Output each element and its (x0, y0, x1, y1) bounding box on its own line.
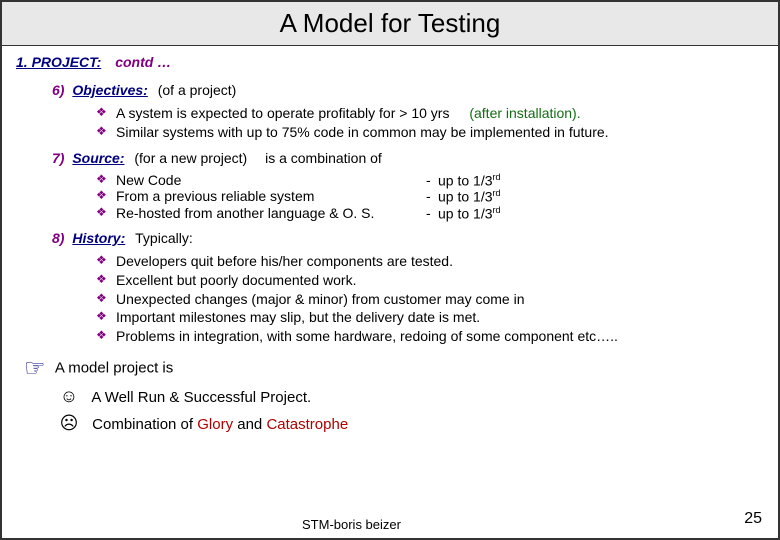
list-item: Developers quit before his/her component… (96, 252, 760, 271)
bullet-note: (after installation). (469, 105, 580, 121)
frac-val: up to 1/3 (438, 172, 493, 188)
section-8-bullets: Developers quit before his/her component… (96, 252, 760, 346)
bullet-text: Unexpected changes (major & minor) from … (116, 291, 524, 307)
slide: A Model for Testing 1. PROJECT: contd … … (0, 0, 780, 540)
section-8: 8) History: Typically: Developers quit b… (52, 230, 760, 346)
frac-sup: rd (493, 205, 501, 215)
frac-val: up to 1/3 (438, 206, 493, 222)
section-6: 6) Objectives: (of a project) A system i… (52, 82, 760, 142)
smile-icon: ☺ (58, 383, 80, 410)
section-7-head: 7) Source: (for a new project) is a comb… (52, 150, 760, 166)
section-7-list: New Code - up to 1/3rd From a previous r… (96, 172, 760, 222)
item-text: New Code (116, 172, 426, 189)
frac-sup: rd (493, 172, 501, 182)
content: 1. PROJECT: contd … 6) Objectives: (of a… (2, 46, 778, 437)
list-item: Re-hosted from another language & O. S. … (96, 205, 760, 222)
section-6-num: 6) (52, 82, 64, 98)
section-7-desc2: is a combination of (265, 150, 382, 166)
footer-lead-text: A model project is (55, 360, 173, 377)
footer-block: ☞ A model project is ☺ A Well Run & Succ… (24, 354, 760, 437)
list-item: New Code - up to 1/3rd (96, 172, 760, 189)
section-8-title: History: (72, 230, 125, 246)
footer-lead: ☞ A model project is (24, 354, 760, 383)
bullet-text: A system is expected to operate profitab… (116, 105, 449, 121)
page-number: 25 (744, 510, 762, 528)
section-7: 7) Source: (for a new project) is a comb… (52, 150, 760, 222)
footer-credit: STM-boris beizer (302, 517, 401, 532)
slide-title: A Model for Testing (2, 8, 778, 39)
bullet-text: Important milestones may slip, but the d… (116, 309, 480, 325)
bullet-text: Developers quit before his/her component… (116, 253, 453, 269)
neutral-face-icon: ☹ (58, 410, 80, 437)
section-7-desc: (for a new project) (134, 150, 247, 166)
list-item: A system is expected to operate profitab… (96, 104, 760, 123)
footer-line-1-text: A Well Run & Successful Project. (91, 389, 311, 406)
section-6-bullets: A system is expected to operate profitab… (96, 104, 760, 142)
frac-sup: rd (493, 188, 501, 198)
item-text: From a previous reliable system (116, 188, 426, 205)
footer-line-2-a: Combination of (92, 416, 197, 433)
project-label: 1. PROJECT: (16, 54, 101, 70)
section-8-num: 8) (52, 230, 64, 246)
bullet-text: Excellent but poorly documented work. (116, 272, 356, 288)
project-line: 1. PROJECT: contd … (16, 54, 760, 70)
dash: - (426, 205, 438, 222)
project-contd: contd … (115, 54, 171, 70)
section-7-num: 7) (52, 150, 64, 166)
footer-glory: Glory (197, 416, 233, 433)
list-item: Important milestones may slip, but the d… (96, 308, 760, 327)
section-8-desc: Typically: (135, 230, 193, 246)
footer-catastrophe: Catastrophe (266, 416, 348, 433)
list-item: From a previous reliable system - up to … (96, 188, 760, 205)
footer-line-1: ☺ A Well Run & Successful Project. (58, 383, 760, 410)
section-8-head: 8) History: Typically: (52, 230, 760, 246)
pointing-hand-icon: ☞ (24, 355, 46, 382)
list-item: Problems in integration, with some hardw… (96, 327, 760, 346)
section-6-head: 6) Objectives: (of a project) (52, 82, 760, 98)
list-item: Excellent but poorly documented work. (96, 271, 760, 290)
footer-line-2: ☹ Combination of Glory and Catastrophe (58, 410, 760, 437)
item-text: Re-hosted from another language & O. S. (116, 205, 426, 222)
list-item: Similar systems with up to 75% code in c… (96, 123, 760, 142)
section-7-title: Source: (72, 150, 124, 166)
item-frac: up to 1/3rd (438, 205, 501, 222)
footer-line-2-mid: and (233, 416, 266, 433)
bullet-text: Similar systems with up to 75% code in c… (116, 124, 609, 140)
section-6-title: Objectives: (72, 82, 147, 98)
item-frac: up to 1/3rd (438, 172, 501, 189)
list-item: Unexpected changes (major & minor) from … (96, 290, 760, 309)
item-frac: up to 1/3rd (438, 188, 501, 205)
dash: - (426, 188, 438, 205)
section-6-desc: (of a project) (158, 82, 237, 98)
title-bar: A Model for Testing (2, 2, 778, 46)
dash: - (426, 172, 438, 189)
bullet-text: Problems in integration, with some hardw… (116, 328, 618, 344)
frac-val: up to 1/3 (438, 189, 493, 205)
